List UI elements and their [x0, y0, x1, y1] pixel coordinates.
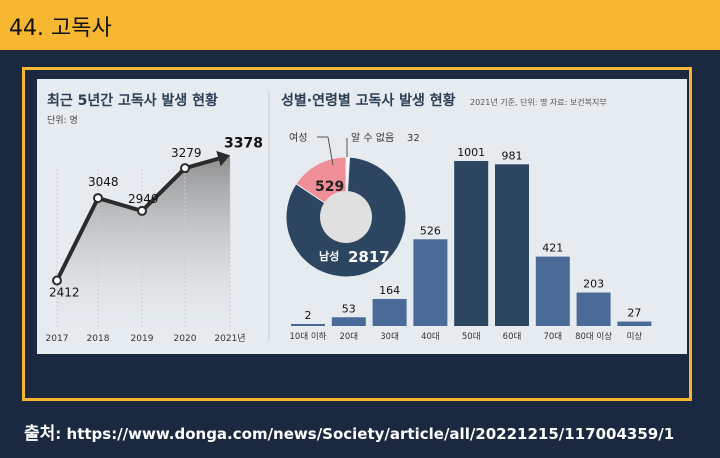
donut-value-women: 529 — [315, 179, 344, 195]
right-chart-note: 2021년 기준, 단위: 명 자료: 보건복지부 — [470, 97, 607, 107]
bar — [331, 317, 366, 326]
line-x-tick: 2019 — [131, 334, 154, 344]
bar — [535, 256, 570, 326]
bar-category-label: 미상 — [627, 331, 643, 342]
line-point — [180, 163, 190, 174]
page-title: 44. 고독사 — [9, 16, 112, 41]
line-value-label: 3048 — [88, 175, 119, 189]
line-area-fill — [57, 155, 230, 329]
donut-hole — [320, 191, 372, 243]
bar-value-label: 526 — [420, 224, 441, 237]
line-value-label: 2949 — [128, 192, 159, 206]
bar — [291, 324, 325, 326]
source-line: 출처: https://www.donga.com/news/Society/a… — [24, 419, 674, 444]
donut-label-women: 여성 — [289, 132, 307, 144]
bar-value-label: 27 — [627, 307, 641, 320]
right-chart-title: 성별·연령별 고독사 발생 현황 — [281, 92, 456, 109]
line-x-tick: 2020 — [174, 334, 197, 344]
line-x-tick: 2021년 — [214, 333, 245, 344]
bar-value-label: 203 — [583, 278, 604, 291]
bar-category-label: 60대 — [503, 332, 522, 342]
bar — [576, 292, 611, 326]
line-point — [52, 275, 62, 286]
donut-value-men: 2817 — [348, 248, 390, 266]
bar-category-label: 30대 — [380, 332, 399, 342]
infographic-panel: 최근 5년간 고독사 발생 현황 단위: 명 2412 3048 2949 3279 3… — [37, 79, 687, 354]
line-x-tick: 2018 — [87, 334, 110, 344]
source-separator: : — [55, 425, 62, 443]
line-x-tick: 2017 — [46, 334, 69, 344]
source-label: 출처 — [24, 424, 56, 444]
bar-category-label: 70대 — [543, 332, 562, 342]
donut-label-men: 남성 — [319, 249, 339, 263]
bar-category-label: 10대 이하 — [290, 331, 327, 342]
donut-value-unknown: 32 — [407, 133, 420, 144]
header-bar: 44. 고독사 — [0, 0, 720, 50]
line-chart-unit: 단위: 명 — [47, 115, 78, 126]
line-value-label: 3378 — [224, 135, 263, 151]
bar-category-label: 50대 — [462, 332, 481, 342]
bar — [617, 321, 652, 326]
bar-category-label: 40대 — [421, 332, 440, 342]
image-frame — [22, 67, 692, 401]
bar-value-label: 164 — [379, 284, 400, 297]
bar-value-label: 1001 — [457, 146, 485, 159]
source-url[interactable]: https://www.donga.com/news/Society/artic… — [66, 425, 675, 443]
bar-value-label: 53 — [342, 302, 356, 315]
bar-value-label: 981 — [502, 149, 523, 162]
donut-leader-women — [327, 136, 334, 166]
bar — [372, 298, 407, 326]
bar — [454, 161, 489, 326]
donut-label-unknown: 알 수 없음 — [351, 131, 394, 144]
bar-category-label: 80대 이상 — [575, 331, 612, 342]
bar — [413, 239, 448, 326]
line-value-label: 2412 — [49, 285, 80, 299]
bar-category-label: 20대 — [339, 332, 358, 342]
bar-value-label: 2 — [305, 309, 312, 322]
line-point — [137, 205, 147, 216]
line-point — [93, 193, 103, 204]
infographic-svg: 최근 5년간 고독사 발생 현황 단위: 명 2412 3048 2949 3279 3… — [46, 91, 652, 344]
line-value-label: 3279 — [171, 146, 202, 160]
line-arrowhead — [216, 150, 230, 167]
line-chart-title: 최근 5년간 고독사 발생 현황 — [47, 92, 218, 109]
bar-value-label: 421 — [542, 242, 563, 255]
bar — [495, 164, 529, 326]
